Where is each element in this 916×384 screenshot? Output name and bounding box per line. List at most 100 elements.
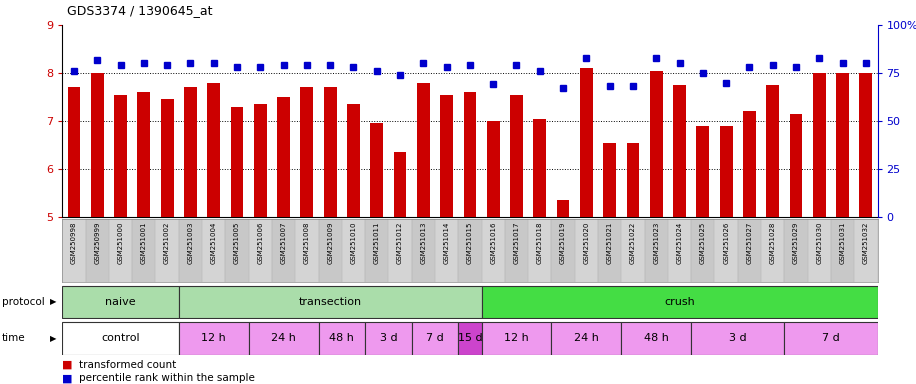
Bar [85, 219, 109, 282]
Bar [598, 219, 621, 282]
Bar [248, 219, 272, 282]
Text: GSM251021: GSM251021 [606, 222, 613, 264]
Bar [394, 152, 407, 217]
Bar [510, 94, 523, 217]
Bar [248, 322, 319, 354]
Text: GSM251003: GSM251003 [188, 222, 193, 264]
Bar [411, 322, 458, 354]
Bar [365, 322, 411, 354]
Text: GSM251006: GSM251006 [257, 222, 263, 264]
Bar [790, 114, 802, 217]
Bar [370, 123, 383, 217]
Text: time: time [2, 333, 26, 343]
Bar [323, 88, 336, 217]
Bar [737, 219, 761, 282]
Bar [784, 219, 808, 282]
Bar [604, 142, 616, 217]
Text: naive: naive [105, 297, 136, 307]
Text: GSM251029: GSM251029 [793, 222, 799, 264]
Bar [505, 219, 529, 282]
Text: GSM251023: GSM251023 [653, 222, 660, 264]
Text: GSM251007: GSM251007 [280, 222, 287, 264]
Text: transformed count: transformed count [79, 360, 176, 370]
Bar [137, 92, 150, 217]
Text: GSM251001: GSM251001 [141, 222, 147, 264]
Bar [184, 88, 197, 217]
Text: GSM251005: GSM251005 [234, 222, 240, 264]
Bar [91, 73, 104, 217]
Text: GSM251012: GSM251012 [397, 222, 403, 264]
Bar [202, 219, 225, 282]
Bar [458, 219, 482, 282]
Text: GSM251018: GSM251018 [537, 222, 543, 264]
Bar [696, 126, 709, 217]
Bar [411, 219, 435, 282]
Bar [831, 219, 855, 282]
Bar [62, 219, 85, 282]
Bar [812, 73, 825, 217]
Text: ■: ■ [62, 360, 72, 370]
Text: 12 h: 12 h [504, 333, 529, 343]
Text: crush: crush [664, 297, 695, 307]
Text: GSM251026: GSM251026 [723, 222, 729, 264]
Text: GSM251013: GSM251013 [420, 222, 426, 264]
Bar [767, 85, 780, 217]
Bar [482, 219, 505, 282]
Bar [692, 322, 784, 354]
Bar [278, 97, 290, 217]
Text: control: control [101, 333, 140, 343]
Bar [272, 219, 295, 282]
Text: GSM251014: GSM251014 [443, 222, 450, 264]
Text: GSM251022: GSM251022 [630, 222, 636, 264]
Bar [347, 104, 360, 217]
Bar [458, 322, 482, 354]
Text: percentile rank within the sample: percentile rank within the sample [79, 373, 255, 383]
Text: 12 h: 12 h [202, 333, 226, 343]
Bar [231, 107, 244, 217]
Text: 3 d: 3 d [729, 333, 747, 343]
Text: GSM251002: GSM251002 [164, 222, 170, 264]
Bar [388, 219, 411, 282]
Text: GDS3374 / 1390645_at: GDS3374 / 1390645_at [67, 4, 213, 17]
Text: GSM251019: GSM251019 [560, 222, 566, 264]
Text: GSM251009: GSM251009 [327, 222, 333, 264]
Bar [342, 219, 365, 282]
Text: GSM251017: GSM251017 [514, 222, 519, 264]
Bar [627, 142, 639, 217]
Bar [836, 73, 849, 217]
Bar [482, 286, 878, 318]
Bar [784, 322, 878, 354]
Bar [300, 88, 313, 217]
Text: 24 h: 24 h [574, 333, 599, 343]
Bar [482, 322, 551, 354]
Bar [714, 219, 737, 282]
Text: GSM251011: GSM251011 [374, 222, 380, 264]
Bar [621, 219, 645, 282]
Bar [574, 219, 598, 282]
Text: GSM251004: GSM251004 [211, 222, 217, 264]
Bar [114, 94, 127, 217]
Text: GSM251010: GSM251010 [351, 222, 356, 264]
Bar [179, 322, 248, 354]
Text: ▶: ▶ [49, 334, 57, 343]
Text: transection: transection [299, 297, 362, 307]
Bar [668, 219, 692, 282]
Bar [160, 99, 173, 217]
Bar [179, 219, 202, 282]
Bar [156, 219, 179, 282]
Bar [109, 219, 132, 282]
Text: GSM251008: GSM251008 [304, 222, 310, 264]
Text: GSM251020: GSM251020 [583, 222, 589, 264]
Text: 24 h: 24 h [271, 333, 296, 343]
Bar [441, 94, 453, 217]
Bar [551, 219, 574, 282]
Bar [761, 219, 784, 282]
Text: 3 d: 3 d [379, 333, 398, 343]
Text: GSM251016: GSM251016 [490, 222, 496, 264]
Text: 7 d: 7 d [822, 333, 840, 343]
Bar [808, 219, 831, 282]
Text: GSM250998: GSM250998 [71, 222, 77, 264]
Text: 7 d: 7 d [426, 333, 444, 343]
Bar [295, 219, 319, 282]
Bar [207, 83, 220, 217]
